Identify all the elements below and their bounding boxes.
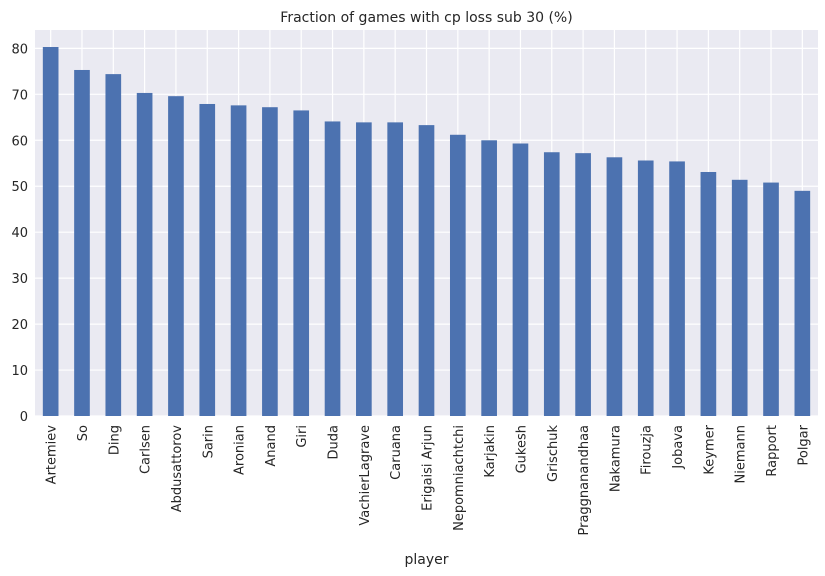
bar <box>794 190 811 416</box>
bar <box>199 103 216 416</box>
x-tick-label: Keymer <box>702 424 717 474</box>
x-tick-label: Jobava <box>671 425 686 470</box>
x-tick-label: Ding <box>107 425 122 455</box>
bar <box>324 121 341 416</box>
bar <box>637 160 654 416</box>
bar <box>230 105 247 416</box>
y-tick-label: 50 <box>11 180 28 195</box>
x-tick-label: Nepomniachtchi <box>452 425 467 531</box>
bar <box>105 74 122 416</box>
y-tick-label: 0 <box>20 410 28 425</box>
x-tick-label: Artemiev <box>45 425 60 485</box>
bar <box>293 110 310 417</box>
bar <box>606 157 623 417</box>
bar <box>168 96 184 417</box>
y-tick-label: 40 <box>11 226 28 241</box>
bar <box>418 125 435 416</box>
bar <box>356 122 372 416</box>
bar <box>42 47 59 416</box>
x-tick-label: Rapport <box>765 425 780 477</box>
chart-title: Fraction of games with cp loss sub 30 (%… <box>280 10 572 26</box>
x-tick-label: Grischuk <box>546 425 561 482</box>
bar <box>512 143 529 416</box>
bar <box>387 122 404 416</box>
x-tick-label: Duda <box>327 425 342 459</box>
x-tick-label: VachierLagrave <box>358 425 373 526</box>
x-tick-label: Anand <box>264 425 279 467</box>
x-tick-labels: Artemiev So Ding Carlsen Abdusattorov Sarin Ar… <box>45 424 812 535</box>
x-tick-label: Firouzja <box>640 425 655 475</box>
x-tick-label: So <box>76 425 91 441</box>
bar <box>731 179 748 416</box>
x-tick-label: Niemann <box>734 425 749 483</box>
y-tick-label: 10 <box>11 364 28 379</box>
bar <box>763 182 779 416</box>
x-tick-label: Nakamura <box>608 425 623 492</box>
y-tick-label: 80 <box>11 42 28 57</box>
x-tick-label: Caruana <box>389 425 404 480</box>
y-tick-label: 70 <box>11 88 28 103</box>
bar <box>449 134 466 416</box>
bar <box>543 152 560 416</box>
x-tick-label: Gukesh <box>514 425 529 473</box>
bars <box>42 47 811 417</box>
bar <box>700 171 717 416</box>
bar <box>669 161 685 416</box>
x-tick-label: Abdusattorov <box>170 425 185 513</box>
y-tick-labels: 0 10 20 30 40 50 60 70 80 <box>11 42 28 425</box>
x-tick-label: Erigaisi Arjun <box>421 425 436 511</box>
x-tick-label: Polgar <box>796 424 811 465</box>
x-tick-label: Giri <box>295 425 310 448</box>
x-tick-label: Aronian <box>233 425 248 475</box>
bar <box>136 92 153 416</box>
x-tick-label: Sarin <box>201 425 216 458</box>
x-tick-label: Karjakin <box>483 425 498 478</box>
y-tick-label: 60 <box>11 134 28 149</box>
x-tick-label: Praggnanandhaa <box>577 425 592 536</box>
bar <box>74 69 90 416</box>
x-tick-label: Carlsen <box>139 425 154 474</box>
x-axis-label: player <box>404 552 448 568</box>
y-tick-label: 30 <box>11 272 28 287</box>
bar <box>481 140 497 417</box>
y-tick-label: 20 <box>11 318 28 333</box>
bar <box>262 107 278 416</box>
bar <box>575 153 591 416</box>
